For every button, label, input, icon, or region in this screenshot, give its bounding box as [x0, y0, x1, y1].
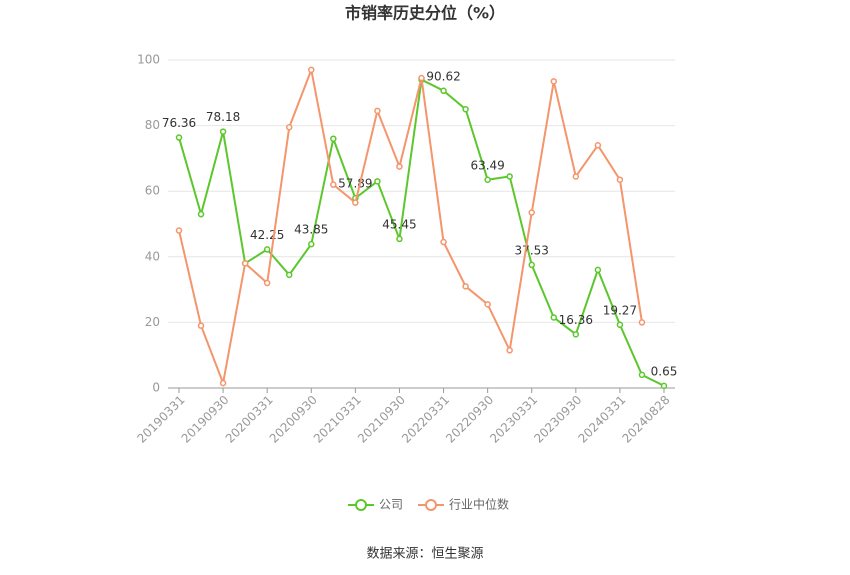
legend-label: 行业中位数: [449, 497, 509, 512]
point: [197, 322, 205, 329]
point: [506, 347, 513, 354]
point: [506, 173, 513, 180]
point: [396, 235, 403, 243]
y-tick-label: 60: [145, 184, 160, 198]
point: [660, 382, 668, 390]
point: [594, 142, 602, 149]
point: [219, 128, 227, 135]
point: [175, 227, 183, 234]
point: [396, 163, 403, 170]
y-tick-label: 80: [145, 118, 160, 132]
point: [374, 178, 381, 185]
source: 数据来源：恒生聚源: [366, 547, 483, 562]
point: [440, 87, 447, 95]
point: [263, 279, 271, 287]
point: [440, 238, 447, 246]
point: [418, 74, 425, 82]
point: [175, 134, 183, 141]
y-tick-label: 100: [137, 53, 160, 67]
point: [197, 210, 205, 218]
point: [638, 371, 646, 379]
point: [330, 181, 337, 188]
point: [484, 176, 491, 184]
data-label: 57.89: [338, 177, 372, 191]
data-label: 16.36: [559, 313, 593, 327]
data-label: 90.62: [426, 69, 460, 83]
y-tick-label: 40: [145, 249, 160, 263]
data-label: 19.27: [603, 303, 637, 317]
y-tick-label: 20: [145, 315, 160, 329]
point: [308, 66, 315, 74]
point: [616, 176, 624, 183]
point: [330, 135, 337, 142]
data-label: 78.18: [206, 110, 240, 124]
point: [352, 199, 359, 206]
point: [616, 321, 624, 329]
series-line: [178, 66, 643, 387]
point: [528, 209, 535, 216]
point: [462, 283, 469, 290]
point: [638, 319, 646, 326]
point: [462, 105, 469, 113]
point: [572, 173, 580, 180]
data-label: 45.45: [382, 217, 416, 231]
point: [263, 246, 271, 253]
y-tick-label: 0: [152, 381, 160, 395]
point: [308, 240, 315, 248]
data-label: 42.25: [250, 228, 284, 242]
legend-label: 公司: [379, 498, 403, 512]
point: [594, 266, 602, 274]
chart-title: 市销率历史分位（%）: [345, 4, 505, 23]
x-tick-label: 20240828: [620, 393, 673, 446]
data-label: 43.85: [294, 223, 328, 237]
point: [285, 271, 293, 279]
point: [484, 301, 491, 308]
legend-marker: [425, 499, 437, 511]
point: [528, 261, 535, 269]
data-label: 0.65: [651, 364, 678, 378]
point: [550, 78, 558, 85]
point: [219, 379, 227, 387]
point: [550, 314, 558, 321]
point: [285, 123, 293, 131]
point: [374, 107, 381, 115]
data-label: 63.49: [470, 158, 504, 172]
data-label: 76.36: [162, 116, 196, 130]
data-label: 37.53: [515, 243, 549, 257]
point: [241, 260, 249, 267]
legend-marker: [355, 499, 367, 511]
point: [572, 331, 580, 338]
